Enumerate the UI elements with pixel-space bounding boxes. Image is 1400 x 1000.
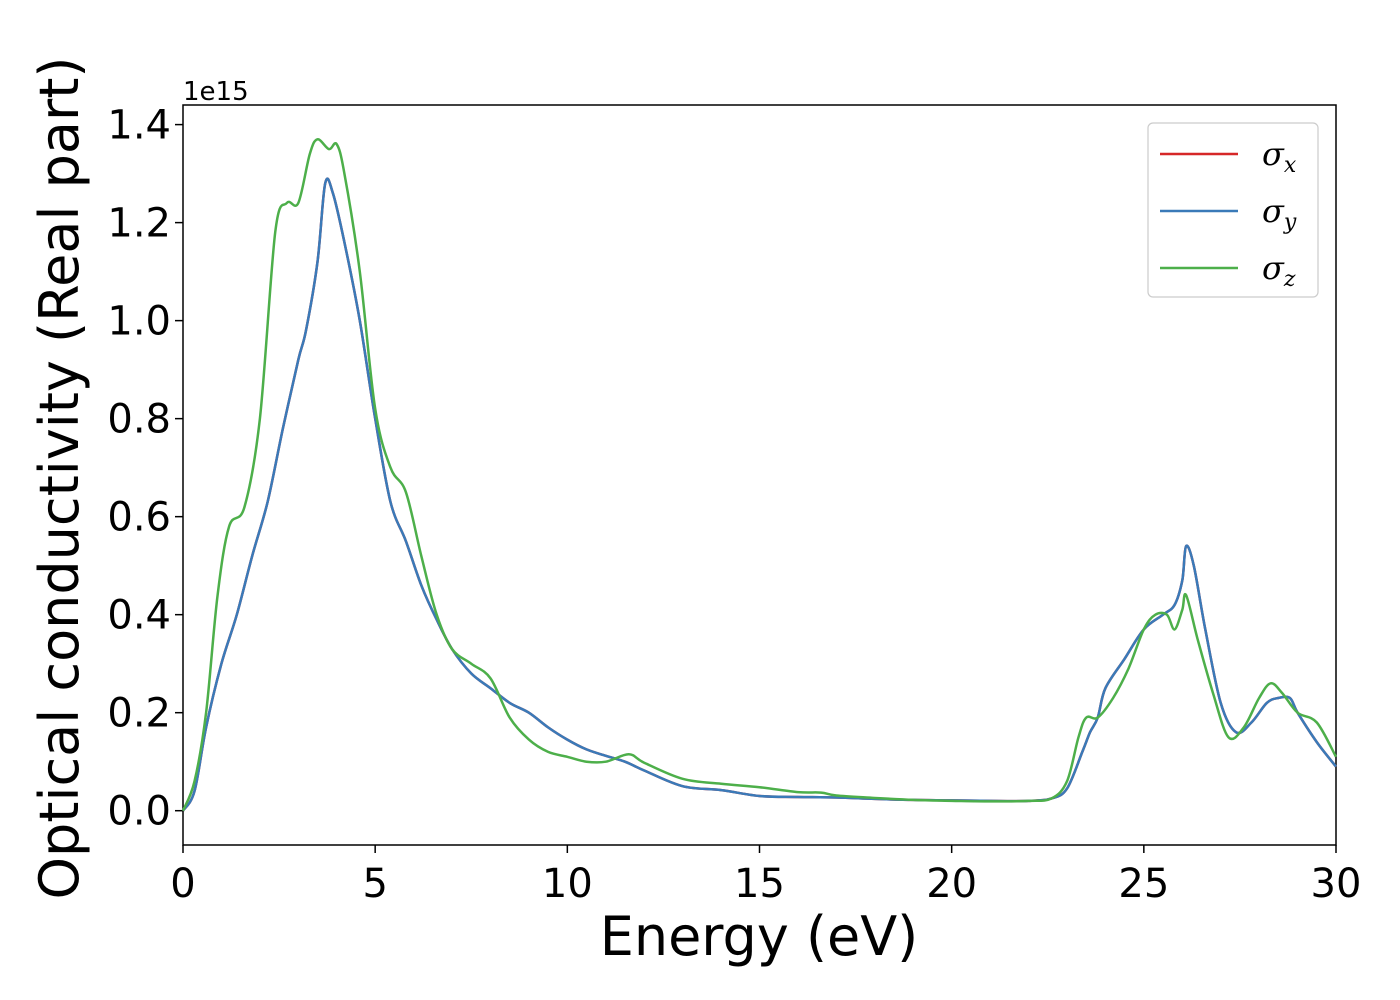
x-axis-ticks: 0 5 10 15 20 25 30 xyxy=(170,845,1361,907)
legend: σx σy σz xyxy=(1147,122,1319,298)
x-tick-label: 25 xyxy=(1118,861,1169,907)
series-lines xyxy=(181,138,1338,812)
y-tick-label: 0.2 xyxy=(107,691,171,737)
legend-label-y: σy xyxy=(1262,192,1297,235)
legend-label-x: σx xyxy=(1262,135,1297,178)
y-tick-label: 0.4 xyxy=(107,593,171,639)
y-tick-label: 0.0 xyxy=(107,789,171,835)
x-tick-label: 20 xyxy=(926,861,977,907)
y-tick-label: 0.8 xyxy=(107,397,171,443)
x-axis-label: Energy (eV) xyxy=(600,905,919,968)
x-tick-label: 30 xyxy=(1311,861,1362,907)
y-tick-label: 1.0 xyxy=(107,299,171,345)
y-offset-label: 1e15 xyxy=(183,77,249,107)
y-tick-label: 1.2 xyxy=(107,201,171,247)
y-tick-label: 1.4 xyxy=(107,103,171,149)
x-tick-label: 15 xyxy=(734,861,785,907)
x-tick-label: 5 xyxy=(362,861,387,907)
series-line-y xyxy=(181,177,1337,812)
y-axis-label: Optical conductivity (Real part) xyxy=(28,57,91,900)
series-line-z xyxy=(181,138,1338,812)
y-axis-ticks: 0.0 0.2 0.4 0.6 0.8 1.0 1.2 1.4 xyxy=(107,103,183,835)
legend-items: σx σy σz xyxy=(1160,135,1297,292)
x-tick-label: 10 xyxy=(542,861,593,907)
legend-label-z: σz xyxy=(1262,249,1296,292)
y-tick-label: 0.6 xyxy=(107,495,171,541)
x-tick-label: 0 xyxy=(170,861,195,907)
